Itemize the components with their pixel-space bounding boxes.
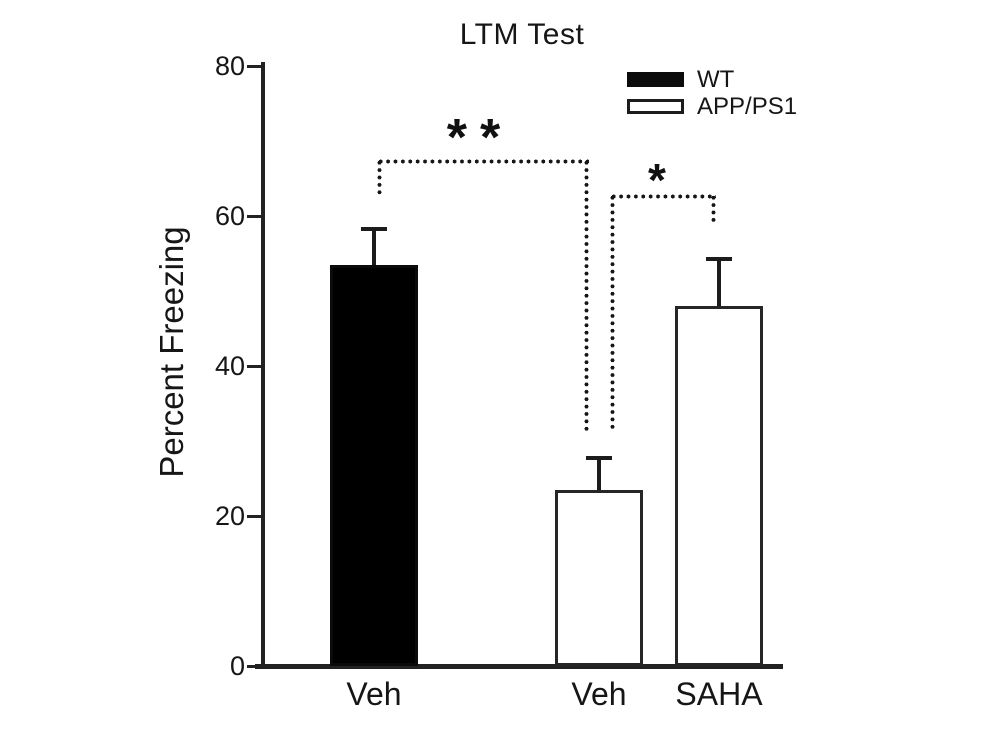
- y-tick-80: [247, 65, 261, 68]
- error-bar-cap-0: [361, 227, 387, 232]
- y-tick-label-40: 40: [214, 351, 245, 381]
- sig-1-asterisks: **: [446, 109, 514, 167]
- legend-label-app-ps1: APP/PS1: [697, 93, 798, 120]
- sig-bracket-2-right-stub: [711, 194, 716, 224]
- y-tick-60: [247, 215, 261, 218]
- error-bar-cap-2: [706, 257, 732, 262]
- sig-bracket-1-horizontal: [377, 159, 589, 164]
- sig-bracket-2-left-drop: [610, 194, 615, 432]
- y-tick-label-0: 0: [229, 651, 245, 681]
- x-axis-label-0: Veh: [346, 676, 402, 712]
- error-bar-stem-2: [717, 260, 721, 306]
- sig-bracket-1-right-drop: [584, 159, 589, 432]
- bar-wt-veh: [330, 264, 418, 666]
- y-tick-40: [247, 365, 261, 368]
- error-bar-stem-0: [372, 230, 376, 265]
- x-axis-label-1: Veh: [571, 676, 627, 712]
- x-axis-line: [255, 664, 783, 669]
- sig-2-asterisk: *: [648, 154, 666, 206]
- legend-row-wt: WT: [627, 66, 797, 93]
- x-axis-label-2: SAHA: [675, 676, 763, 712]
- y-tick-0: [247, 665, 261, 668]
- legend-swatch-app-ps1: [627, 99, 684, 114]
- legend-label-wt: WT: [697, 66, 735, 93]
- error-bar-cap-1: [586, 456, 612, 460]
- error-bar-stem-1: [597, 459, 601, 490]
- sig-bracket-1-left-stub: [377, 159, 382, 197]
- bar-app-ps1-veh: [555, 489, 643, 666]
- y-tick-label-80: 80: [214, 51, 245, 81]
- y-tick-20: [247, 515, 261, 518]
- legend-row-app-ps1: APP/PS1: [627, 93, 798, 120]
- y-tick-label-60: 60: [214, 201, 245, 231]
- y-axis-line: [261, 62, 265, 669]
- chart-title: LTM Test: [459, 18, 585, 51]
- y-tick-label-20: 20: [214, 501, 245, 531]
- legend-swatch-wt: [627, 72, 684, 87]
- sig-bracket-2-horizontal: [610, 194, 716, 199]
- legend: WT APP/PS1: [627, 66, 798, 125]
- bar-app-ps1-saha: [675, 306, 763, 666]
